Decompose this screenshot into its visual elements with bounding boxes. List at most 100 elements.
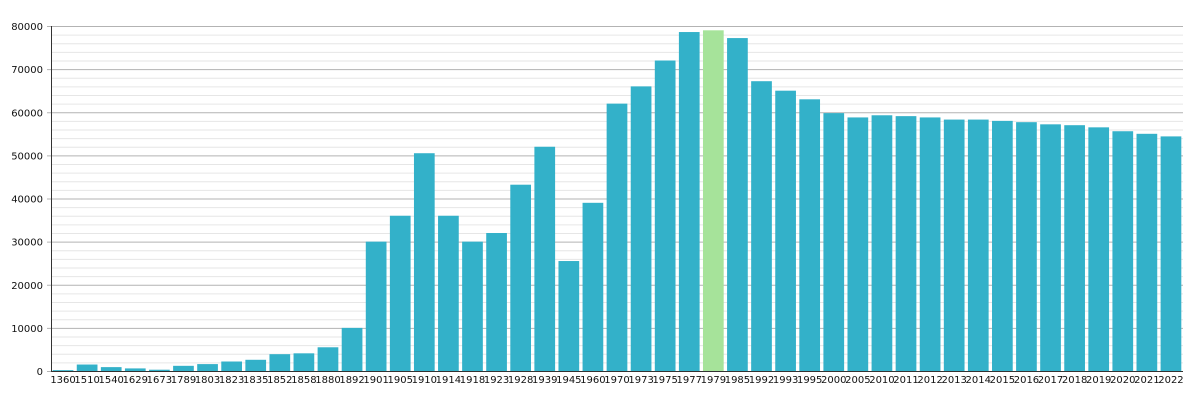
bar [245,359,267,371]
x-tick-label: 1880 [315,375,340,386]
x-tick-label: 2005 [845,375,870,386]
axes [51,26,1183,372]
bar [630,86,652,372]
x-tick-label: 1852 [267,375,292,386]
bar [76,364,98,371]
y-tick-label: 20000 [11,281,43,292]
bar [582,202,604,371]
x-tick-label: 1975 [652,375,677,386]
bar [751,81,772,371]
x-tick-label: 1995 [797,375,822,386]
x-tick-label: 2010 [869,375,894,386]
bar [197,364,218,371]
x-tick-label: 2013 [941,375,966,386]
bar [365,241,387,372]
bar [775,90,796,371]
y-tick-label: 80000 [11,22,43,33]
bar [967,119,989,371]
bar [173,365,194,371]
bar [317,347,339,371]
x-tick-label: 1803 [195,375,220,386]
x-tick-label: 1928 [508,375,533,386]
x-tick-label: 1510 [74,375,99,386]
x-tick-label: 1360 [50,375,75,386]
bar [389,215,411,371]
x-tick-label: 1993 [773,375,798,386]
bar [727,38,748,371]
x-tick-label: 1858 [291,375,316,386]
x-tick-label: 2021 [1134,375,1159,386]
x-tick-label: 2014 [966,375,991,386]
bar [799,99,821,371]
bar [221,361,242,371]
y-tick-label: 30000 [11,238,43,249]
bar [1136,133,1158,371]
bar [847,117,869,372]
x-tick-label: 1992 [749,375,774,386]
x-tick-label: 2020 [1110,375,1135,386]
x-tick-label: 1923 [484,375,509,386]
x-tick-label: 1673 [147,375,172,386]
bar [823,113,845,372]
bar [293,353,315,371]
x-tick-label: 2011 [893,375,918,386]
x-tick-label: 1960 [580,375,605,386]
bar [1088,127,1110,371]
bar [1064,125,1085,371]
x-tick-label: 1945 [556,375,581,386]
x-tick-label: 1540 [98,375,123,386]
y-tick-label: 50000 [11,151,43,162]
bar [486,233,507,371]
x-tick-label: 1892 [339,375,364,386]
bar [943,119,965,371]
bars [52,30,1182,372]
x-tick-label: 2017 [1038,375,1063,386]
bar [124,368,146,371]
x-tick-label: 1835 [243,375,268,386]
y-tick-label: 60000 [11,108,43,119]
x-tick-label: 1905 [388,375,413,386]
x-tick-label: 2022 [1158,375,1183,386]
x-tick-label: 1789 [171,375,196,386]
bar [895,116,917,371]
bar [269,354,291,371]
bar [534,146,556,371]
bar [413,153,435,371]
bar [1112,131,1134,371]
x-tick-label: 1977 [677,375,702,386]
x-tick-label: 2000 [821,375,846,386]
x-tick-labels: 1360151015401629167317891803182318351852… [50,375,1183,386]
x-tick-label: 1910 [412,375,437,386]
x-tick-label: 1901 [363,375,388,386]
bar [654,60,676,371]
bar [510,184,532,371]
y-tick-labels: 0 10000 20000 30000 40000 50000 60000 70000 8000… [11,22,43,378]
x-tick-label: 2015 [990,375,1015,386]
x-tick-label: 1939 [532,375,557,386]
x-tick-label: 1823 [219,375,244,386]
bar [992,120,1013,372]
bar [606,103,628,372]
x-tick-label: 1973 [628,375,653,386]
bar-highlighted [702,30,724,372]
bar [871,115,893,372]
bar [1160,136,1182,371]
bar [558,261,580,371]
x-tick-label: 2016 [1014,375,1039,386]
x-tick-label: 1979 [701,375,726,386]
bar [341,327,363,372]
bar [100,367,122,371]
x-tick-label: 2018 [1062,375,1087,386]
x-tick-label: 2012 [917,375,942,386]
x-tick-label: 1914 [436,375,461,386]
bar [1040,124,1061,371]
bar [149,369,170,371]
bar [1016,122,1037,371]
y-tick-label: 40000 [11,195,43,206]
bar [52,370,74,371]
y-tick-label: 0 [37,367,43,378]
y-tick-label: 70000 [11,65,43,76]
bar [438,215,459,371]
